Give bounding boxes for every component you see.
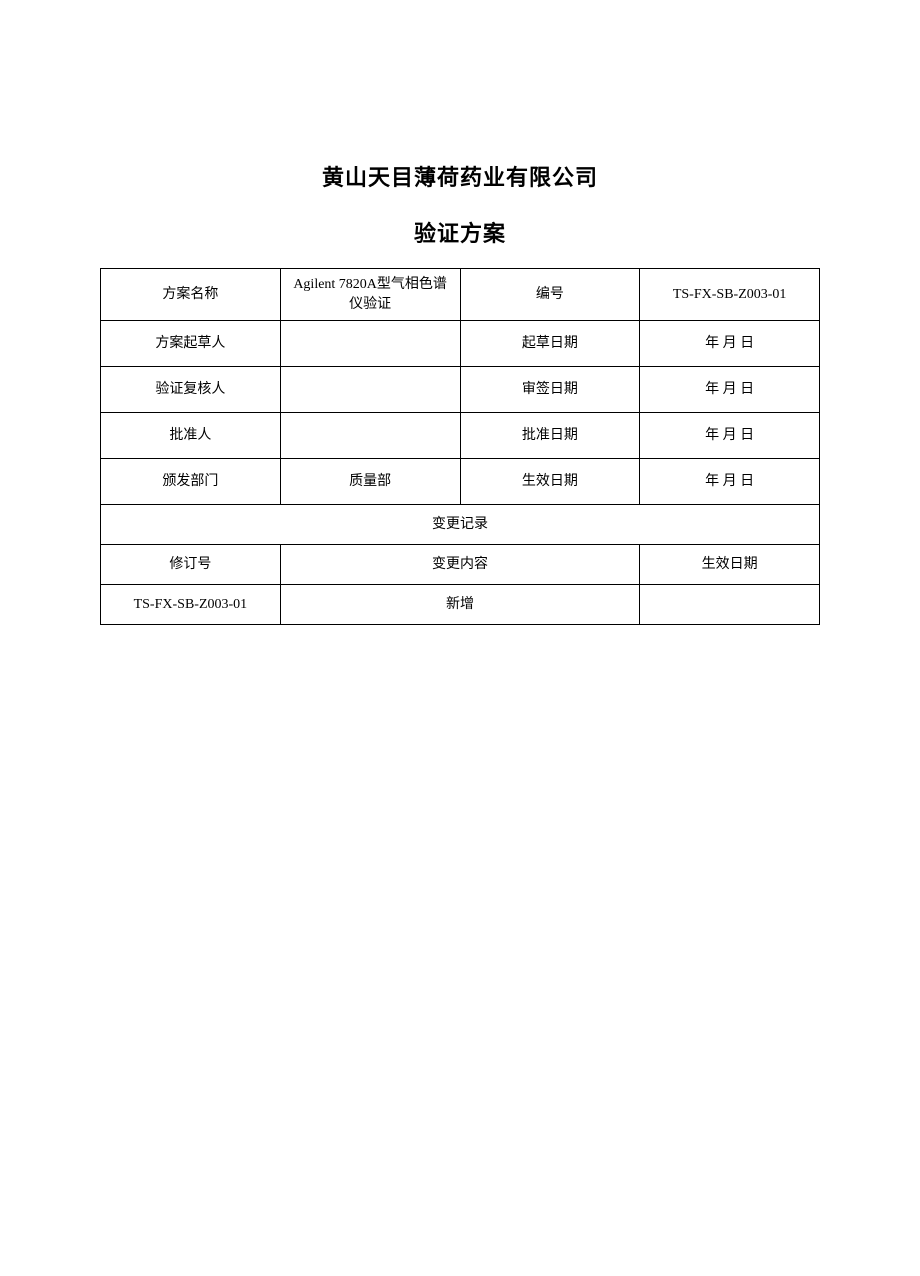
issuing-dept-label: 颁发部门	[101, 459, 281, 505]
table-row: 方案名称 Agilent 7820A型气相色谱仪验证 编号 TS-FX-SB-Z…	[101, 269, 820, 321]
reviewer-label: 验证复核人	[101, 367, 281, 413]
company-title: 黄山天目薄荷药业有限公司	[100, 160, 820, 192]
drafter-value	[280, 321, 460, 367]
drafter-label: 方案起草人	[101, 321, 281, 367]
plan-name-value: Agilent 7820A型气相色谱仪验证	[280, 269, 460, 321]
approve-date-value: 年 月 日	[640, 413, 820, 459]
table-row: TS-FX-SB-Z003-01 新增	[101, 585, 820, 625]
document-container: 黄山天目薄荷药业有限公司 验证方案 方案名称 Agilent 7820A型气相色…	[100, 160, 820, 625]
review-date-value: 年 月 日	[640, 367, 820, 413]
approver-value	[280, 413, 460, 459]
effective-date-value: 年 月 日	[640, 459, 820, 505]
table-row: 颁发部门 质量部 生效日期 年 月 日	[101, 459, 820, 505]
issuing-dept-value: 质量部	[280, 459, 460, 505]
table-row: 方案起草人 起草日期 年 月 日	[101, 321, 820, 367]
table-row: 修订号 变更内容 生效日期	[101, 545, 820, 585]
revision-header: 修订号	[101, 545, 281, 585]
reviewer-value	[280, 367, 460, 413]
review-date-label: 审签日期	[460, 367, 640, 413]
number-label: 编号	[460, 269, 640, 321]
change-effective-value	[640, 585, 820, 625]
approve-date-label: 批准日期	[460, 413, 640, 459]
change-content-header: 变更内容	[280, 545, 640, 585]
effective-date-label: 生效日期	[460, 459, 640, 505]
table-row: 验证复核人 审签日期 年 月 日	[101, 367, 820, 413]
draft-date-label: 起草日期	[460, 321, 640, 367]
number-value: TS-FX-SB-Z003-01	[640, 269, 820, 321]
draft-date-value: 年 月 日	[640, 321, 820, 367]
approver-label: 批准人	[101, 413, 281, 459]
table-row: 变更记录	[101, 505, 820, 545]
validation-plan-table: 方案名称 Agilent 7820A型气相色谱仪验证 编号 TS-FX-SB-Z…	[100, 268, 820, 625]
doc-type-title: 验证方案	[100, 216, 820, 248]
plan-name-label: 方案名称	[101, 269, 281, 321]
change-log-title: 变更记录	[101, 505, 820, 545]
change-content-value: 新增	[280, 585, 640, 625]
change-effective-header: 生效日期	[640, 545, 820, 585]
table-row: 批准人 批准日期 年 月 日	[101, 413, 820, 459]
revision-value: TS-FX-SB-Z003-01	[101, 585, 281, 625]
